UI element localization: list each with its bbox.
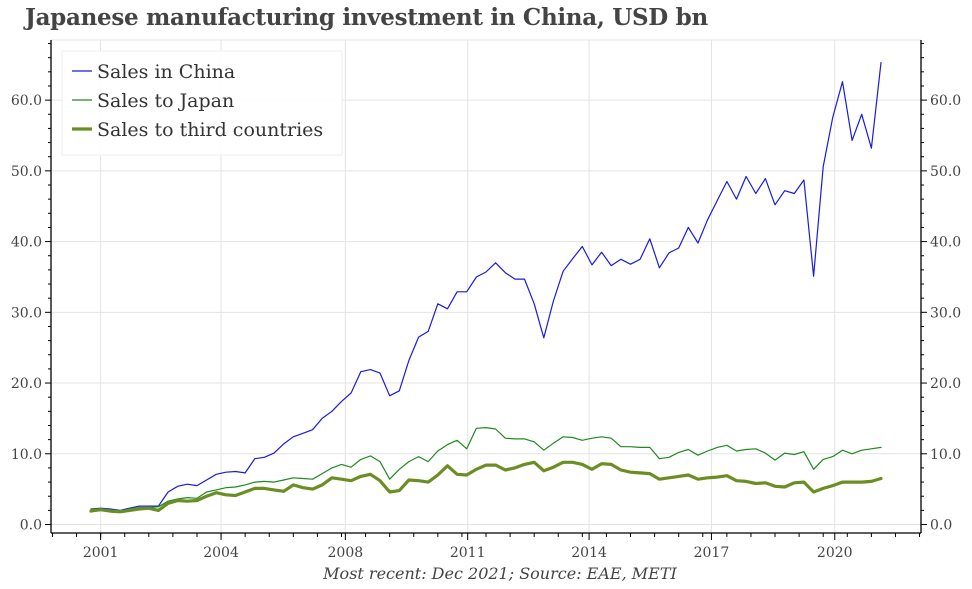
series-line-sales-in-china [90,61,882,511]
x-tick-label: 2020 [817,545,853,561]
y-tick-label-left: 20.0 [11,376,42,392]
y-tick-label-right: 60.0 [930,93,961,109]
legend: Sales in China Sales to Japan Sales to thi… [61,50,343,156]
y-tick-label-left: 50.0 [11,164,42,180]
y-tick-label-right: 50.0 [930,164,961,180]
y-tick-label-right: 40.0 [930,235,961,251]
chart-title: Japanese manufacturing investment in Chi… [25,4,708,31]
x-tick-label: 2001 [83,545,119,561]
y-tick-label-left: 40.0 [11,235,42,251]
x-tick-label: 2008 [328,545,364,561]
y-tick-label-right: 0.0 [930,518,952,534]
y-tick-label-right: 20.0 [930,376,961,392]
series-lines [89,61,883,514]
legend-label: Sales in China [97,61,235,83]
series-line-sales-to-japan [90,427,882,512]
legend-label: Sales to third countries [97,119,323,141]
x-tick-label: 2011 [450,545,486,561]
y-tick-label-left: 60.0 [11,93,42,109]
y-tick-label-left: 30.0 [11,305,42,321]
y-tick-label-left: 10.0 [11,447,42,463]
x-tick-label: 2014 [571,545,607,561]
y-tick-label-left: 0.0 [20,518,42,534]
axes: 0.0 0.0 10.0 10.0 20.0 20.0 30.0 30.0 40.0 40.0 50… [11,40,961,561]
chart-footnote: Most recent: Dec 2021; Source: EAE, METI [323,564,677,583]
x-tick-label: 2004 [203,545,239,561]
series-line-sales-to-third-countries [89,460,883,514]
x-tick-label: 2017 [694,545,730,561]
y-tick-label-right: 30.0 [930,305,961,321]
y-tick-label-right: 10.0 [930,447,961,463]
legend-box [61,50,343,156]
legend-label: Sales to Japan [97,90,234,112]
